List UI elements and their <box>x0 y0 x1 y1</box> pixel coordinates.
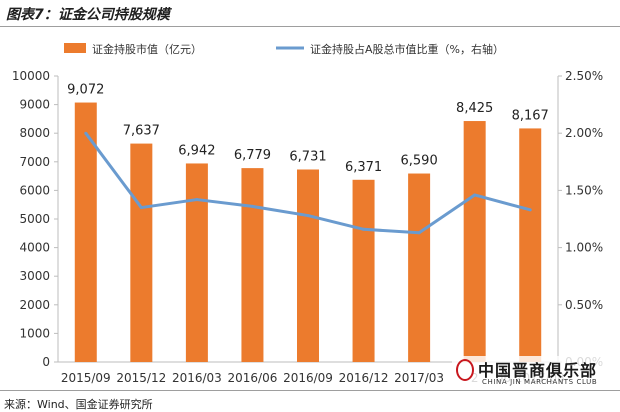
share-point <box>362 227 366 231</box>
y-left-tick-label: 6000 <box>19 183 50 197</box>
share-point <box>139 206 143 210</box>
bar-value-label: 8,425 <box>456 101 493 116</box>
y-left-tick-label: 0 <box>42 355 50 369</box>
y-right-tick-label: 1.00% <box>565 241 603 255</box>
y-right-ticks: 0.00%0.50%1.00%1.50%2.00%2.50% <box>558 69 603 369</box>
bar <box>130 143 153 362</box>
y-right-tick-label: 1.50% <box>565 183 603 197</box>
watermark-en: CHINA JIN MARCHANTS CLUB <box>482 378 598 386</box>
y-right-tick-label: 2.50% <box>565 69 603 83</box>
y-left-tick-label: 2000 <box>19 298 50 312</box>
watermark: 中国晋商俱乐部 CHINA JIN MARCHANTS CLUB <box>452 356 620 390</box>
share-point <box>84 131 88 135</box>
x-tick-label: 2016/03 <box>172 371 222 385</box>
bar <box>74 102 97 362</box>
share-point <box>528 208 532 212</box>
bar-value-label: 9,072 <box>67 83 104 98</box>
y-left-tick-label: 7000 <box>19 155 50 169</box>
legend-bar-swatch <box>64 43 86 53</box>
share-point <box>473 193 477 197</box>
bar <box>463 121 486 362</box>
x-tick-label: 2016/12 <box>339 371 389 385</box>
y-left-tick-label: 9000 <box>19 98 50 112</box>
bar-value-label: 7,637 <box>123 124 160 139</box>
legend: 证金持股市值（亿元） 证金持股占A股总市值比重（%，右轴） <box>64 42 504 56</box>
source-note: 来源：Wind、国金证券研究所 <box>4 398 153 411</box>
share-point <box>250 204 254 208</box>
x-tick-label: 2016/06 <box>228 371 278 385</box>
top-rule <box>0 26 620 27</box>
bars <box>74 102 542 362</box>
bar-value-label: 6,779 <box>234 148 271 163</box>
chart: 证金持股市值（亿元） 证金持股占A股总市值比重（%，右轴） 9,072 7,637… <box>12 42 603 385</box>
y-left-tick-label: 1000 <box>19 326 50 340</box>
bottom-rule <box>0 390 620 391</box>
bar-value-label: 6,942 <box>178 143 215 158</box>
x-tick-label: 2017/03 <box>394 371 444 385</box>
y-left-tick-label: 10000 <box>12 69 50 83</box>
figure-title: 图表7：证金公司持股规模 <box>6 7 170 23</box>
bar <box>352 179 375 362</box>
bar <box>408 173 431 362</box>
y-left-ticks: 0 1000 2000 3000 4000 5000 6000 7000 8000 9000 100… <box>12 69 58 369</box>
bar-value-label: 6,371 <box>345 160 382 175</box>
x-tick-label: 2015/12 <box>116 371 166 385</box>
legend-bar-label: 证金持股市值（亿元） <box>92 42 202 56</box>
legend-line-label: 证金持股占A股总市值比重（%，右轴） <box>310 42 504 56</box>
y-left-tick-label: 8000 <box>19 126 50 140</box>
y-right-tick-label: 2.00% <box>565 126 603 140</box>
bar <box>297 169 319 362</box>
bar-value-label: 6,731 <box>289 149 326 164</box>
y-left-tick-label: 4000 <box>19 241 50 255</box>
x-tick-label: 2016/09 <box>283 371 333 385</box>
share-point <box>417 231 421 235</box>
bar-value-label: 8,167 <box>512 108 549 123</box>
watermark-cn: 中国晋商俱乐部 <box>478 361 598 380</box>
watermark-seal-icon <box>456 359 474 381</box>
y-left-tick-label: 3000 <box>19 269 50 283</box>
bar-labels: 9,072 7,637 6,942 6,779 6,731 6,371 6,590 8,425… <box>67 83 549 175</box>
bar <box>519 128 542 362</box>
bar-value-label: 6,590 <box>401 154 438 169</box>
bar <box>185 163 208 362</box>
bar <box>241 168 264 362</box>
share-point <box>195 198 199 202</box>
x-tick-label: 2015/09 <box>61 371 111 385</box>
line-series <box>84 131 532 235</box>
share-point <box>306 214 310 218</box>
y-right-tick-label: 0.50% <box>565 298 603 312</box>
y-left-tick-label: 5000 <box>19 212 50 226</box>
